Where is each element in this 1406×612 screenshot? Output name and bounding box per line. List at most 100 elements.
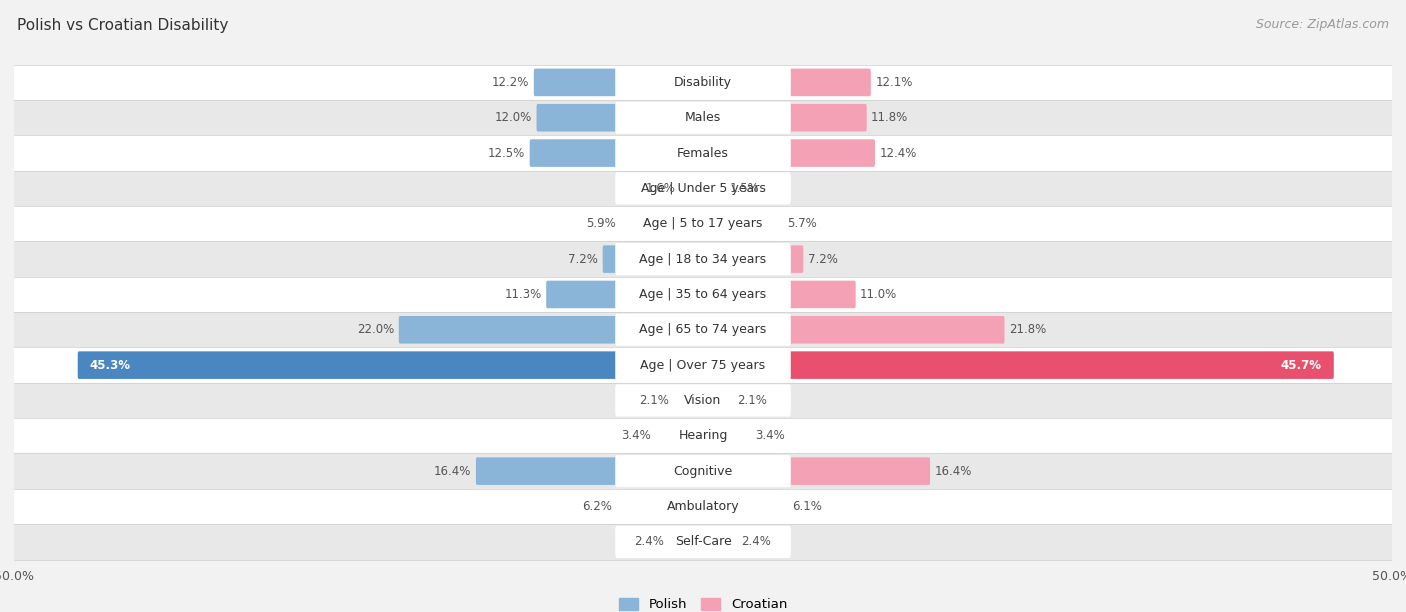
- Text: Age | 18 to 34 years: Age | 18 to 34 years: [640, 253, 766, 266]
- Text: 7.2%: 7.2%: [568, 253, 599, 266]
- FancyBboxPatch shape: [702, 174, 724, 202]
- Text: 45.7%: 45.7%: [1281, 359, 1322, 371]
- FancyBboxPatch shape: [655, 422, 704, 450]
- Bar: [14, 489, 1392, 524]
- FancyBboxPatch shape: [77, 351, 704, 379]
- FancyBboxPatch shape: [616, 173, 790, 204]
- Text: Hearing: Hearing: [678, 429, 728, 442]
- FancyBboxPatch shape: [616, 526, 790, 558]
- Text: 11.3%: 11.3%: [505, 288, 541, 301]
- Bar: [14, 100, 1392, 135]
- Bar: [14, 348, 1392, 382]
- FancyBboxPatch shape: [399, 316, 704, 343]
- FancyBboxPatch shape: [702, 351, 1334, 379]
- Text: Age | 5 to 17 years: Age | 5 to 17 years: [644, 217, 762, 230]
- FancyBboxPatch shape: [702, 528, 737, 556]
- Bar: [14, 418, 1392, 453]
- FancyBboxPatch shape: [616, 66, 790, 99]
- Bar: [14, 65, 1392, 100]
- Text: 12.2%: 12.2%: [492, 76, 530, 89]
- FancyBboxPatch shape: [537, 104, 704, 132]
- Bar: [14, 206, 1392, 242]
- Text: Age | Under 5 years: Age | Under 5 years: [641, 182, 765, 195]
- Text: 5.7%: 5.7%: [787, 217, 817, 230]
- Text: 2.4%: 2.4%: [741, 536, 772, 548]
- Text: Age | 65 to 74 years: Age | 65 to 74 years: [640, 323, 766, 336]
- FancyBboxPatch shape: [616, 490, 790, 523]
- FancyBboxPatch shape: [616, 384, 790, 417]
- Bar: [14, 135, 1392, 171]
- Text: 12.1%: 12.1%: [875, 76, 912, 89]
- FancyBboxPatch shape: [603, 245, 704, 273]
- FancyBboxPatch shape: [616, 493, 704, 520]
- Text: 11.8%: 11.8%: [872, 111, 908, 124]
- FancyBboxPatch shape: [669, 528, 704, 556]
- Bar: [14, 277, 1392, 312]
- Text: 3.4%: 3.4%: [621, 429, 651, 442]
- FancyBboxPatch shape: [702, 245, 803, 273]
- Bar: [14, 524, 1392, 559]
- Bar: [14, 171, 1392, 206]
- Bar: [14, 242, 1392, 277]
- FancyBboxPatch shape: [616, 349, 790, 381]
- Text: 6.1%: 6.1%: [793, 500, 823, 513]
- FancyBboxPatch shape: [702, 281, 856, 308]
- Text: Vision: Vision: [685, 394, 721, 407]
- Bar: [14, 453, 1392, 489]
- FancyBboxPatch shape: [702, 457, 931, 485]
- Text: 22.0%: 22.0%: [357, 323, 394, 336]
- FancyBboxPatch shape: [620, 210, 704, 237]
- Legend: Polish, Croatian: Polish, Croatian: [613, 592, 793, 612]
- Text: 11.0%: 11.0%: [860, 288, 897, 301]
- Text: 2.1%: 2.1%: [738, 394, 768, 407]
- Text: Age | Over 75 years: Age | Over 75 years: [641, 359, 765, 371]
- Text: Females: Females: [678, 147, 728, 160]
- FancyBboxPatch shape: [475, 457, 704, 485]
- Text: Males: Males: [685, 111, 721, 124]
- FancyBboxPatch shape: [546, 281, 704, 308]
- Text: 2.1%: 2.1%: [638, 394, 669, 407]
- Bar: [14, 312, 1392, 348]
- Text: 3.4%: 3.4%: [755, 429, 785, 442]
- FancyBboxPatch shape: [530, 140, 704, 167]
- FancyBboxPatch shape: [616, 102, 790, 134]
- Text: Disability: Disability: [673, 76, 733, 89]
- Text: 2.4%: 2.4%: [634, 536, 665, 548]
- FancyBboxPatch shape: [673, 387, 704, 414]
- Text: 12.4%: 12.4%: [879, 147, 917, 160]
- FancyBboxPatch shape: [702, 140, 875, 167]
- Text: 5.9%: 5.9%: [586, 217, 616, 230]
- FancyBboxPatch shape: [702, 493, 789, 520]
- Text: 12.0%: 12.0%: [495, 111, 531, 124]
- FancyBboxPatch shape: [616, 420, 790, 452]
- FancyBboxPatch shape: [616, 207, 790, 240]
- FancyBboxPatch shape: [702, 69, 870, 96]
- FancyBboxPatch shape: [681, 174, 704, 202]
- FancyBboxPatch shape: [702, 422, 751, 450]
- Text: Source: ZipAtlas.com: Source: ZipAtlas.com: [1256, 18, 1389, 31]
- FancyBboxPatch shape: [616, 243, 790, 275]
- Text: Age | 35 to 64 years: Age | 35 to 64 years: [640, 288, 766, 301]
- Text: 12.5%: 12.5%: [488, 147, 526, 160]
- Bar: [14, 382, 1392, 418]
- Text: 6.2%: 6.2%: [582, 500, 612, 513]
- Text: 1.5%: 1.5%: [730, 182, 759, 195]
- Text: 16.4%: 16.4%: [434, 465, 471, 477]
- Text: Polish vs Croatian Disability: Polish vs Croatian Disability: [17, 18, 228, 34]
- FancyBboxPatch shape: [616, 137, 790, 169]
- FancyBboxPatch shape: [702, 387, 733, 414]
- FancyBboxPatch shape: [702, 104, 866, 132]
- Text: Cognitive: Cognitive: [673, 465, 733, 477]
- FancyBboxPatch shape: [534, 69, 704, 96]
- Text: 16.4%: 16.4%: [935, 465, 972, 477]
- Text: Self-Care: Self-Care: [675, 536, 731, 548]
- FancyBboxPatch shape: [702, 316, 1004, 343]
- Text: 45.3%: 45.3%: [90, 359, 131, 371]
- Text: 7.2%: 7.2%: [807, 253, 838, 266]
- FancyBboxPatch shape: [616, 455, 790, 487]
- Text: 21.8%: 21.8%: [1010, 323, 1046, 336]
- FancyBboxPatch shape: [616, 314, 790, 346]
- Text: Ambulatory: Ambulatory: [666, 500, 740, 513]
- FancyBboxPatch shape: [702, 210, 783, 237]
- Text: 1.6%: 1.6%: [645, 182, 675, 195]
